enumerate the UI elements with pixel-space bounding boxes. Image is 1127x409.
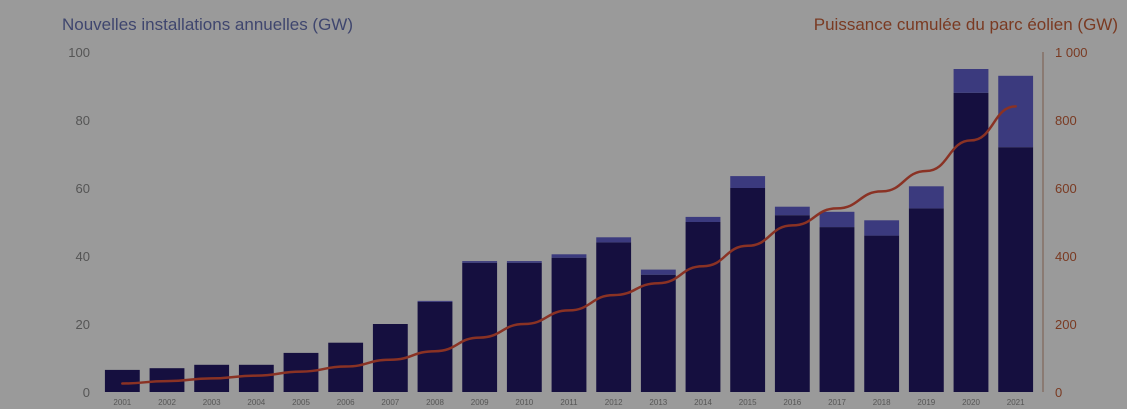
bar-2014-upper (685, 216, 721, 222)
x-tick-label: 2010 (515, 398, 533, 407)
bar-2011-lower (551, 257, 587, 392)
x-tick-label: 2003 (203, 398, 221, 407)
right-tick-label: 200 (1055, 317, 1077, 332)
bar-series (104, 69, 1034, 393)
bar-2010-upper (506, 261, 542, 263)
bar-2016-upper (774, 206, 810, 216)
x-tick-label: 2008 (426, 398, 444, 407)
bar-2009-upper (462, 261, 498, 263)
right-axis-title: Puissance cumulée du parc éolien (GW) (814, 15, 1118, 34)
right-axis-ticks: 0 200 400 600 800 1 000 (1055, 45, 1088, 400)
x-tick-label: 2021 (1007, 398, 1025, 407)
left-tick-label: 40 (76, 249, 90, 264)
bar-2013-upper (640, 269, 676, 275)
x-tick-label: 2006 (337, 398, 355, 407)
x-tick-label: 2019 (917, 398, 935, 407)
bar-2018-lower (864, 235, 900, 392)
bar-2019-lower (908, 208, 944, 392)
bar-2019-upper (908, 186, 944, 209)
bar-2004-lower (238, 364, 274, 392)
left-axis-title: Nouvelles installations annuelles (GW) (62, 15, 353, 34)
bar-2012-upper (596, 237, 632, 243)
bar-2013-lower (640, 274, 676, 392)
right-tick-label: 600 (1055, 181, 1077, 196)
x-tick-label: 2014 (694, 398, 712, 407)
bar-2001-lower (104, 369, 140, 392)
x-tick-label: 2016 (783, 398, 801, 407)
x-tick-label: 2020 (962, 398, 980, 407)
bar-2012-lower (596, 242, 632, 392)
bar-2017-lower (819, 227, 855, 392)
bar-2011-upper (551, 254, 587, 258)
bar-2015-lower (730, 188, 766, 392)
x-tick-label: 2001 (113, 398, 131, 407)
x-tick-label: 2007 (381, 398, 399, 407)
right-tick-label: 0 (1055, 385, 1062, 400)
cumulative-capacity-line (121, 105, 1017, 385)
x-tick-label: 2018 (873, 398, 891, 407)
x-tick-label: 2015 (739, 398, 757, 407)
bar-2018-upper (864, 220, 900, 236)
x-tick-label: 2005 (292, 398, 310, 407)
x-axis-ticks: 2001 2002 2003 2004 2005 2006 2007 2008 2009 2010… (113, 398, 1025, 407)
x-tick-label: 2017 (828, 398, 846, 407)
right-tick-label: 400 (1055, 249, 1077, 264)
bar-2014-lower (685, 222, 721, 392)
bar-2020-upper (953, 69, 989, 93)
bar-2008-lower (417, 301, 453, 392)
x-tick-label: 2011 (560, 398, 578, 407)
left-tick-label: 0 (83, 385, 90, 400)
left-tick-label: 60 (76, 181, 90, 196)
x-tick-label: 2012 (605, 398, 623, 407)
x-tick-label: 2013 (649, 398, 667, 407)
cumulative-line-layer (121, 105, 1017, 385)
x-tick-label: 2009 (471, 398, 489, 407)
x-tick-label: 2004 (247, 398, 265, 407)
bar-2008-upper (417, 300, 453, 302)
right-tick-label: 1 000 (1055, 45, 1088, 60)
left-tick-label: 100 (68, 45, 90, 60)
bar-2020-lower (953, 92, 989, 393)
x-tick-label: 2002 (158, 398, 176, 407)
left-axis-ticks: 0 20 40 60 80 100 (68, 45, 90, 400)
left-tick-label: 80 (76, 113, 90, 128)
bar-2021-lower (998, 147, 1034, 392)
bar-2010-lower (506, 262, 542, 392)
bar-2009-lower (462, 262, 498, 392)
left-tick-label: 20 (76, 317, 90, 332)
bar-2017-upper (819, 211, 855, 228)
right-tick-label: 800 (1055, 113, 1077, 128)
bar-2015-upper (730, 176, 766, 188)
bar-2016-lower (774, 215, 810, 392)
